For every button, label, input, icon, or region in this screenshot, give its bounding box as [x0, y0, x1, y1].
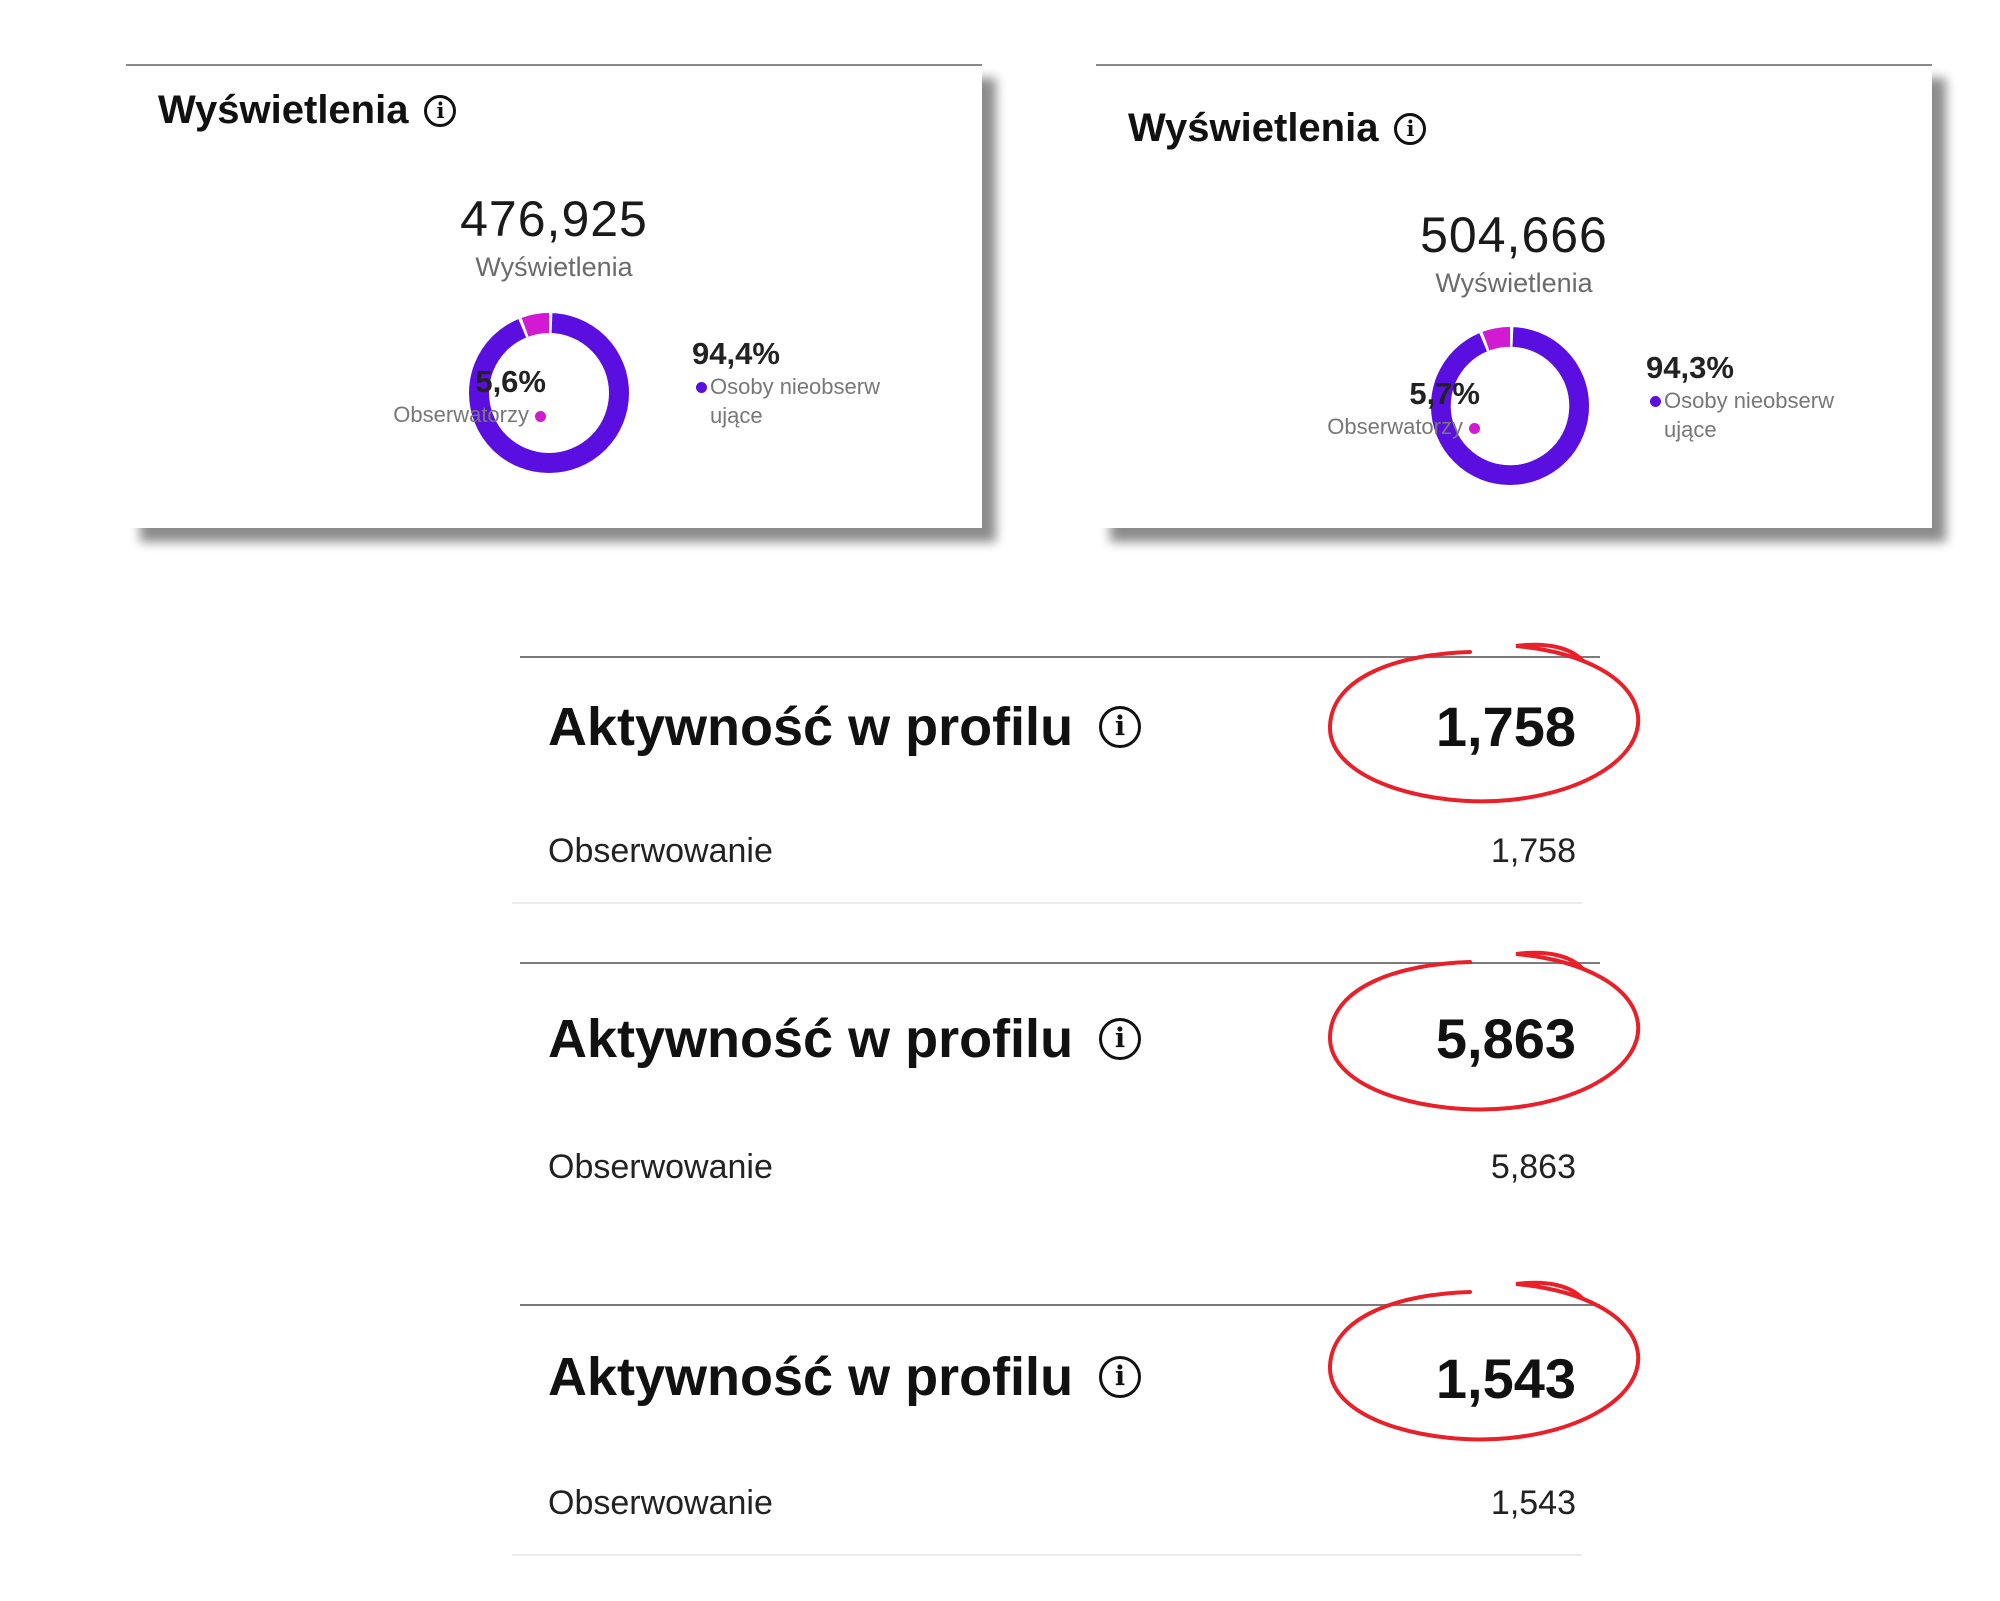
profile-activity-title: Aktywność w profilu i	[548, 1008, 1142, 1070]
follows-label: Obserwowanie	[548, 1148, 773, 1186]
red-annotation-circle	[1327, 950, 1641, 1112]
followers-slice	[1430, 326, 1590, 486]
follows-label: Obserwowanie	[548, 832, 773, 870]
red-annotation-circle	[1327, 1280, 1641, 1442]
views-total: 504,666	[1420, 207, 1608, 263]
profile-activity-section: Aktywność w profilu i 1,758 Obserwowanie…	[512, 642, 1641, 904]
followers-stat: 5,6% Obserwatorzy	[206, 364, 546, 428]
info-icon[interactable]: i	[1394, 112, 1427, 145]
non-followers-pct: 94,3%	[1646, 350, 1734, 385]
non-followers-pct: 94,4%	[692, 336, 780, 371]
non-followers-label: Osoby nieobserwujące	[1664, 388, 1834, 442]
followers-pct: 5,7%	[1409, 376, 1480, 411]
profile-activity-section: Aktywność w profilu i 1,543 Obserwowanie…	[512, 1280, 1641, 1560]
views-total-label: Wyświetlenia	[1435, 268, 1593, 298]
profile-activity-total: 1,543	[1435, 1347, 1576, 1410]
info-icon[interactable]: i	[424, 94, 457, 127]
info-icon[interactable]: i	[1099, 1356, 1142, 1398]
follows-value: 5,863	[1490, 1148, 1576, 1186]
views-card-title: Wyświetlenia i	[158, 88, 457, 133]
followers-legend-dot	[535, 410, 546, 422]
profile-activity-total: 5,863	[1435, 1007, 1576, 1070]
section-bottom-divider	[512, 902, 1582, 904]
follows-label: Obserwowanie	[548, 1484, 773, 1522]
section-bottom-divider	[512, 1554, 1582, 1556]
followers-label: Obserwatorzy	[393, 402, 529, 427]
views-donut-chart	[469, 313, 629, 473]
profile-activity-title: Aktywność w profilu i	[548, 1346, 1142, 1408]
followers-stat: 5,7% Obserwatorzy	[1160, 376, 1480, 440]
profile-activity-total: 1,758	[1435, 695, 1576, 758]
follows-value: 1,543	[1490, 1484, 1576, 1522]
profile-activity-section: Aktywność w profilu i 5,863 Obserwowanie…	[520, 950, 1641, 1202]
follows-value: 1,758	[1490, 832, 1576, 870]
non-followers-stat: 94,3% Osoby nieobserwujące	[1646, 350, 1866, 444]
non-followers-label: Osoby nieobserwujące	[710, 374, 880, 428]
followers-pct: 5,6%	[475, 364, 546, 399]
red-annotation-circle	[1327, 642, 1641, 804]
info-icon[interactable]: i	[1099, 1018, 1142, 1060]
followers-legend-dot	[1469, 422, 1480, 434]
non-followers-stat: 94,4% Osoby nieobserwujące	[692, 336, 912, 430]
followers-slice	[469, 313, 629, 473]
non-followers-legend-dot	[1650, 396, 1661, 407]
followers-label-row: Obserwatorzy	[206, 402, 546, 428]
views-card-title: Wyświetlenia i	[1128, 106, 1427, 151]
views-donut-chart	[1430, 326, 1590, 486]
followers-label: Obserwatorzy	[1327, 414, 1463, 439]
non-followers-legend-dot	[696, 382, 707, 393]
non-followers-label-row: Osoby nieobserwujące	[692, 372, 886, 430]
section-divider	[520, 1304, 1600, 1306]
views-card: Wyświetlenia i 476,925 Wyświetlenia 5,6%…	[126, 64, 982, 528]
info-icon[interactable]: i	[1099, 706, 1142, 748]
views-total-label: Wyświetlenia	[475, 252, 633, 282]
views-total: 476,925	[460, 191, 648, 247]
non-followers-label-row: Osoby nieobserwujące	[1646, 386, 1840, 444]
section-divider	[520, 656, 1600, 658]
profile-activity-title: Aktywność w profilu i	[548, 696, 1142, 758]
followers-label-row: Obserwatorzy	[1160, 414, 1480, 440]
section-divider	[520, 962, 1600, 964]
views-card: Wyświetlenia i 504,666 Wyświetlenia 5,7%…	[1096, 64, 1932, 528]
